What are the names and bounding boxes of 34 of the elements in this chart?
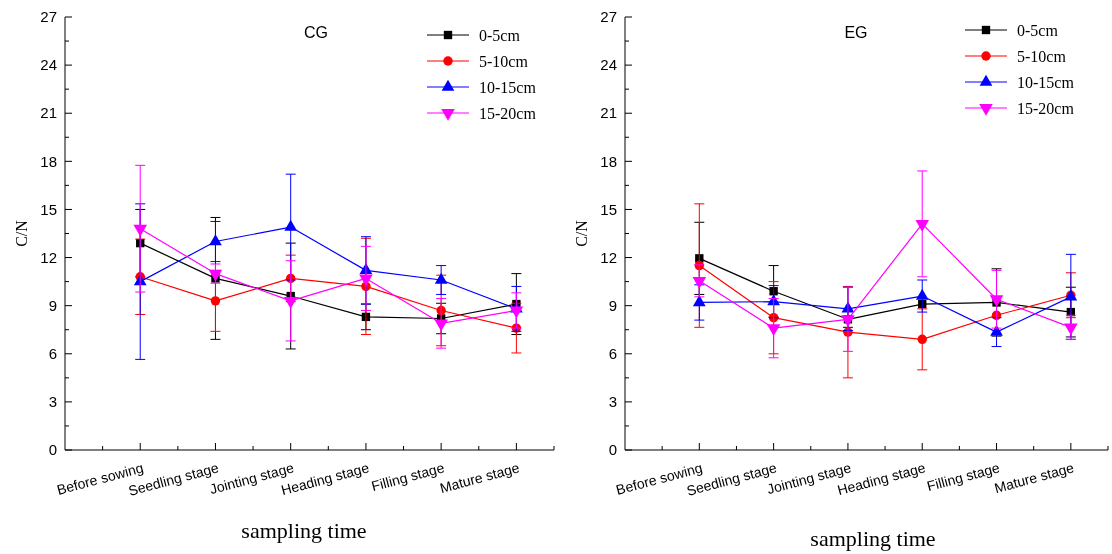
y-tick-label: 24 bbox=[600, 56, 617, 74]
legend-label: 0-5cm bbox=[479, 26, 521, 44]
y-tick-label: 6 bbox=[48, 345, 57, 363]
y-tick-label: 27 bbox=[40, 8, 57, 26]
y-tick-label: 18 bbox=[40, 152, 57, 170]
y-tick-label: 15 bbox=[40, 200, 57, 218]
y-tick-label: 6 bbox=[608, 345, 617, 363]
y-tick-label: 9 bbox=[48, 296, 57, 314]
y-axis-title: C/N bbox=[573, 219, 590, 247]
y-tick-label: 9 bbox=[608, 296, 617, 314]
y-tick-label: 27 bbox=[600, 8, 617, 26]
y-tick-label: 24 bbox=[40, 56, 57, 74]
y-tick-label: 3 bbox=[608, 393, 617, 411]
y-tick-label: 3 bbox=[48, 393, 57, 411]
x-axis-title: sampling time bbox=[241, 518, 367, 543]
legend-label: 15-20cm bbox=[1017, 99, 1075, 117]
legend-label: 0-5cm bbox=[1017, 21, 1059, 39]
y-tick-label: 21 bbox=[40, 104, 57, 122]
y-tick-label: 18 bbox=[600, 152, 617, 170]
legend-label: 5-10cm bbox=[1017, 47, 1067, 65]
y-tick-label: 12 bbox=[40, 248, 57, 266]
legend-label: 5-10cm bbox=[479, 52, 529, 70]
legend-label: 10-15cm bbox=[479, 78, 537, 96]
y-tick-label: 0 bbox=[48, 441, 57, 459]
chart-title: CG bbox=[304, 24, 328, 41]
y-tick-label: 0 bbox=[608, 441, 617, 459]
x-axis-title: sampling time bbox=[810, 526, 936, 551]
y-tick-label: 15 bbox=[600, 200, 617, 218]
chart-title: EG bbox=[844, 24, 868, 41]
y-axis-title: C/N bbox=[13, 219, 30, 247]
y-tick-label: 12 bbox=[600, 248, 617, 266]
legend-label: 10-15cm bbox=[1017, 73, 1075, 91]
y-tick-label: 21 bbox=[600, 104, 617, 122]
legend-label: 15-20cm bbox=[479, 104, 537, 122]
